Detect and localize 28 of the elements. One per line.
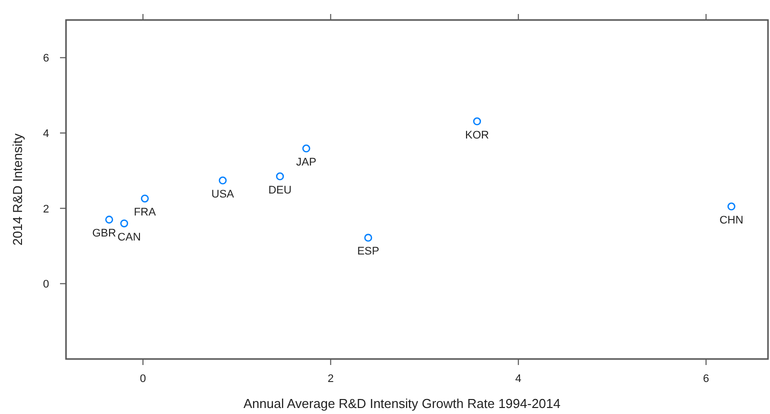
x-tick-label: 2	[328, 373, 334, 385]
y-tick-label: 4	[42, 128, 50, 140]
point	[727, 202, 736, 210]
annotation: DEU	[268, 184, 292, 196]
point	[276, 172, 284, 180]
y-axis-title: 2014 R&D Intensity	[10, 133, 25, 246]
point	[105, 216, 114, 224]
annotation: USA	[211, 188, 235, 200]
point	[364, 234, 372, 242]
point	[120, 219, 128, 228]
x-tick-label: 6	[702, 373, 710, 385]
point	[218, 176, 227, 184]
annotation: CAN	[118, 231, 141, 244]
point	[302, 144, 310, 152]
annotation: ESP	[357, 246, 380, 258]
x-tick-label: 4	[515, 373, 522, 385]
y-tick-label: 6	[42, 52, 50, 65]
annotation: KOR	[465, 129, 490, 142]
y-tick-label: 2	[42, 203, 50, 216]
point	[473, 117, 482, 126]
x-axis-title: Annual Average R&D Intensity Growth Rate 1994-2014	[243, 396, 561, 411]
y-tick-label: 0	[42, 278, 50, 291]
x-tick-label: 0	[140, 373, 146, 385]
point	[140, 194, 149, 202]
annotation: GBR	[92, 228, 116, 240]
annotation: JAP	[296, 156, 316, 168]
annotation: CHN	[719, 214, 744, 226]
annotation: FRA	[134, 206, 156, 219]
